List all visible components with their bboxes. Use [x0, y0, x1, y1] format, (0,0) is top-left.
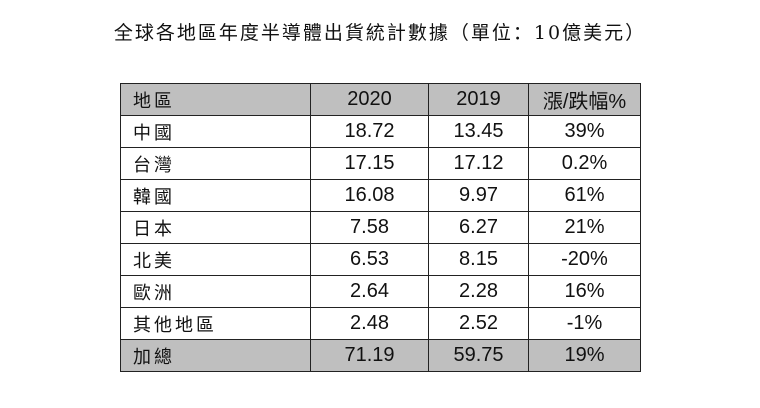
total-label-cell: 加總	[120, 339, 311, 372]
change-cell: 16%	[528, 275, 641, 308]
column-header-2019: 2019	[428, 83, 529, 116]
region-cell: 北美	[120, 243, 311, 276]
change-cell: -1%	[528, 307, 641, 340]
total-2020-cell: 71.19	[310, 339, 429, 372]
total-2019-cell: 59.75	[428, 339, 529, 372]
change-cell: 39%	[528, 115, 641, 148]
column-header-2020: 2020	[310, 83, 429, 116]
value-2020-cell: 2.64	[310, 275, 429, 308]
table-row: 台灣 17.15 17.12 0.2%	[120, 147, 641, 180]
column-header-region: 地區	[120, 83, 311, 116]
value-2020-cell: 6.53	[310, 243, 429, 276]
value-2019-cell: 2.28	[428, 275, 529, 308]
table-header-row: 地區 2020 2019 漲/跌幅%	[120, 83, 641, 116]
table-row: 其他地區 2.48 2.52 -1%	[120, 307, 641, 340]
value-2020-cell: 17.15	[310, 147, 429, 180]
total-change-cell: 19%	[528, 339, 641, 372]
region-cell: 韓國	[120, 179, 311, 212]
change-cell: -20%	[528, 243, 641, 276]
table-row: 北美 6.53 8.15 -20%	[120, 243, 641, 276]
value-2019-cell: 9.97	[428, 179, 529, 212]
table-row: 歐洲 2.64 2.28 16%	[120, 275, 641, 308]
value-2020-cell: 16.08	[310, 179, 429, 212]
region-cell: 台灣	[120, 147, 311, 180]
value-2020-cell: 18.72	[310, 115, 429, 148]
table-row: 韓國 16.08 9.97 61%	[120, 179, 641, 212]
value-2019-cell: 2.52	[428, 307, 529, 340]
region-cell: 其他地區	[120, 307, 311, 340]
column-header-change: 漲/跌幅%	[528, 83, 641, 116]
region-cell: 歐洲	[120, 275, 311, 308]
table-row: 中國 18.72 13.45 39%	[120, 115, 641, 148]
value-2019-cell: 17.12	[428, 147, 529, 180]
change-cell: 61%	[528, 179, 641, 212]
value-2020-cell: 2.48	[310, 307, 429, 340]
region-cell: 中國	[120, 115, 311, 148]
value-2020-cell: 7.58	[310, 211, 429, 244]
value-2019-cell: 6.27	[428, 211, 529, 244]
page-title: 全球各地區年度半導體出貨統計數據（單位：10億美元）	[113, 22, 647, 44]
region-cell: 日本	[120, 211, 311, 244]
shipment-table: 地區 2020 2019 漲/跌幅% 中國 18.72 13.45 39% 台灣…	[120, 83, 641, 372]
change-cell: 21%	[528, 211, 641, 244]
value-2019-cell: 8.15	[428, 243, 529, 276]
value-2019-cell: 13.45	[428, 115, 529, 148]
table-row: 日本 7.58 6.27 21%	[120, 211, 641, 244]
change-cell: 0.2%	[528, 147, 641, 180]
table-total-row: 加總 71.19 59.75 19%	[120, 339, 641, 372]
